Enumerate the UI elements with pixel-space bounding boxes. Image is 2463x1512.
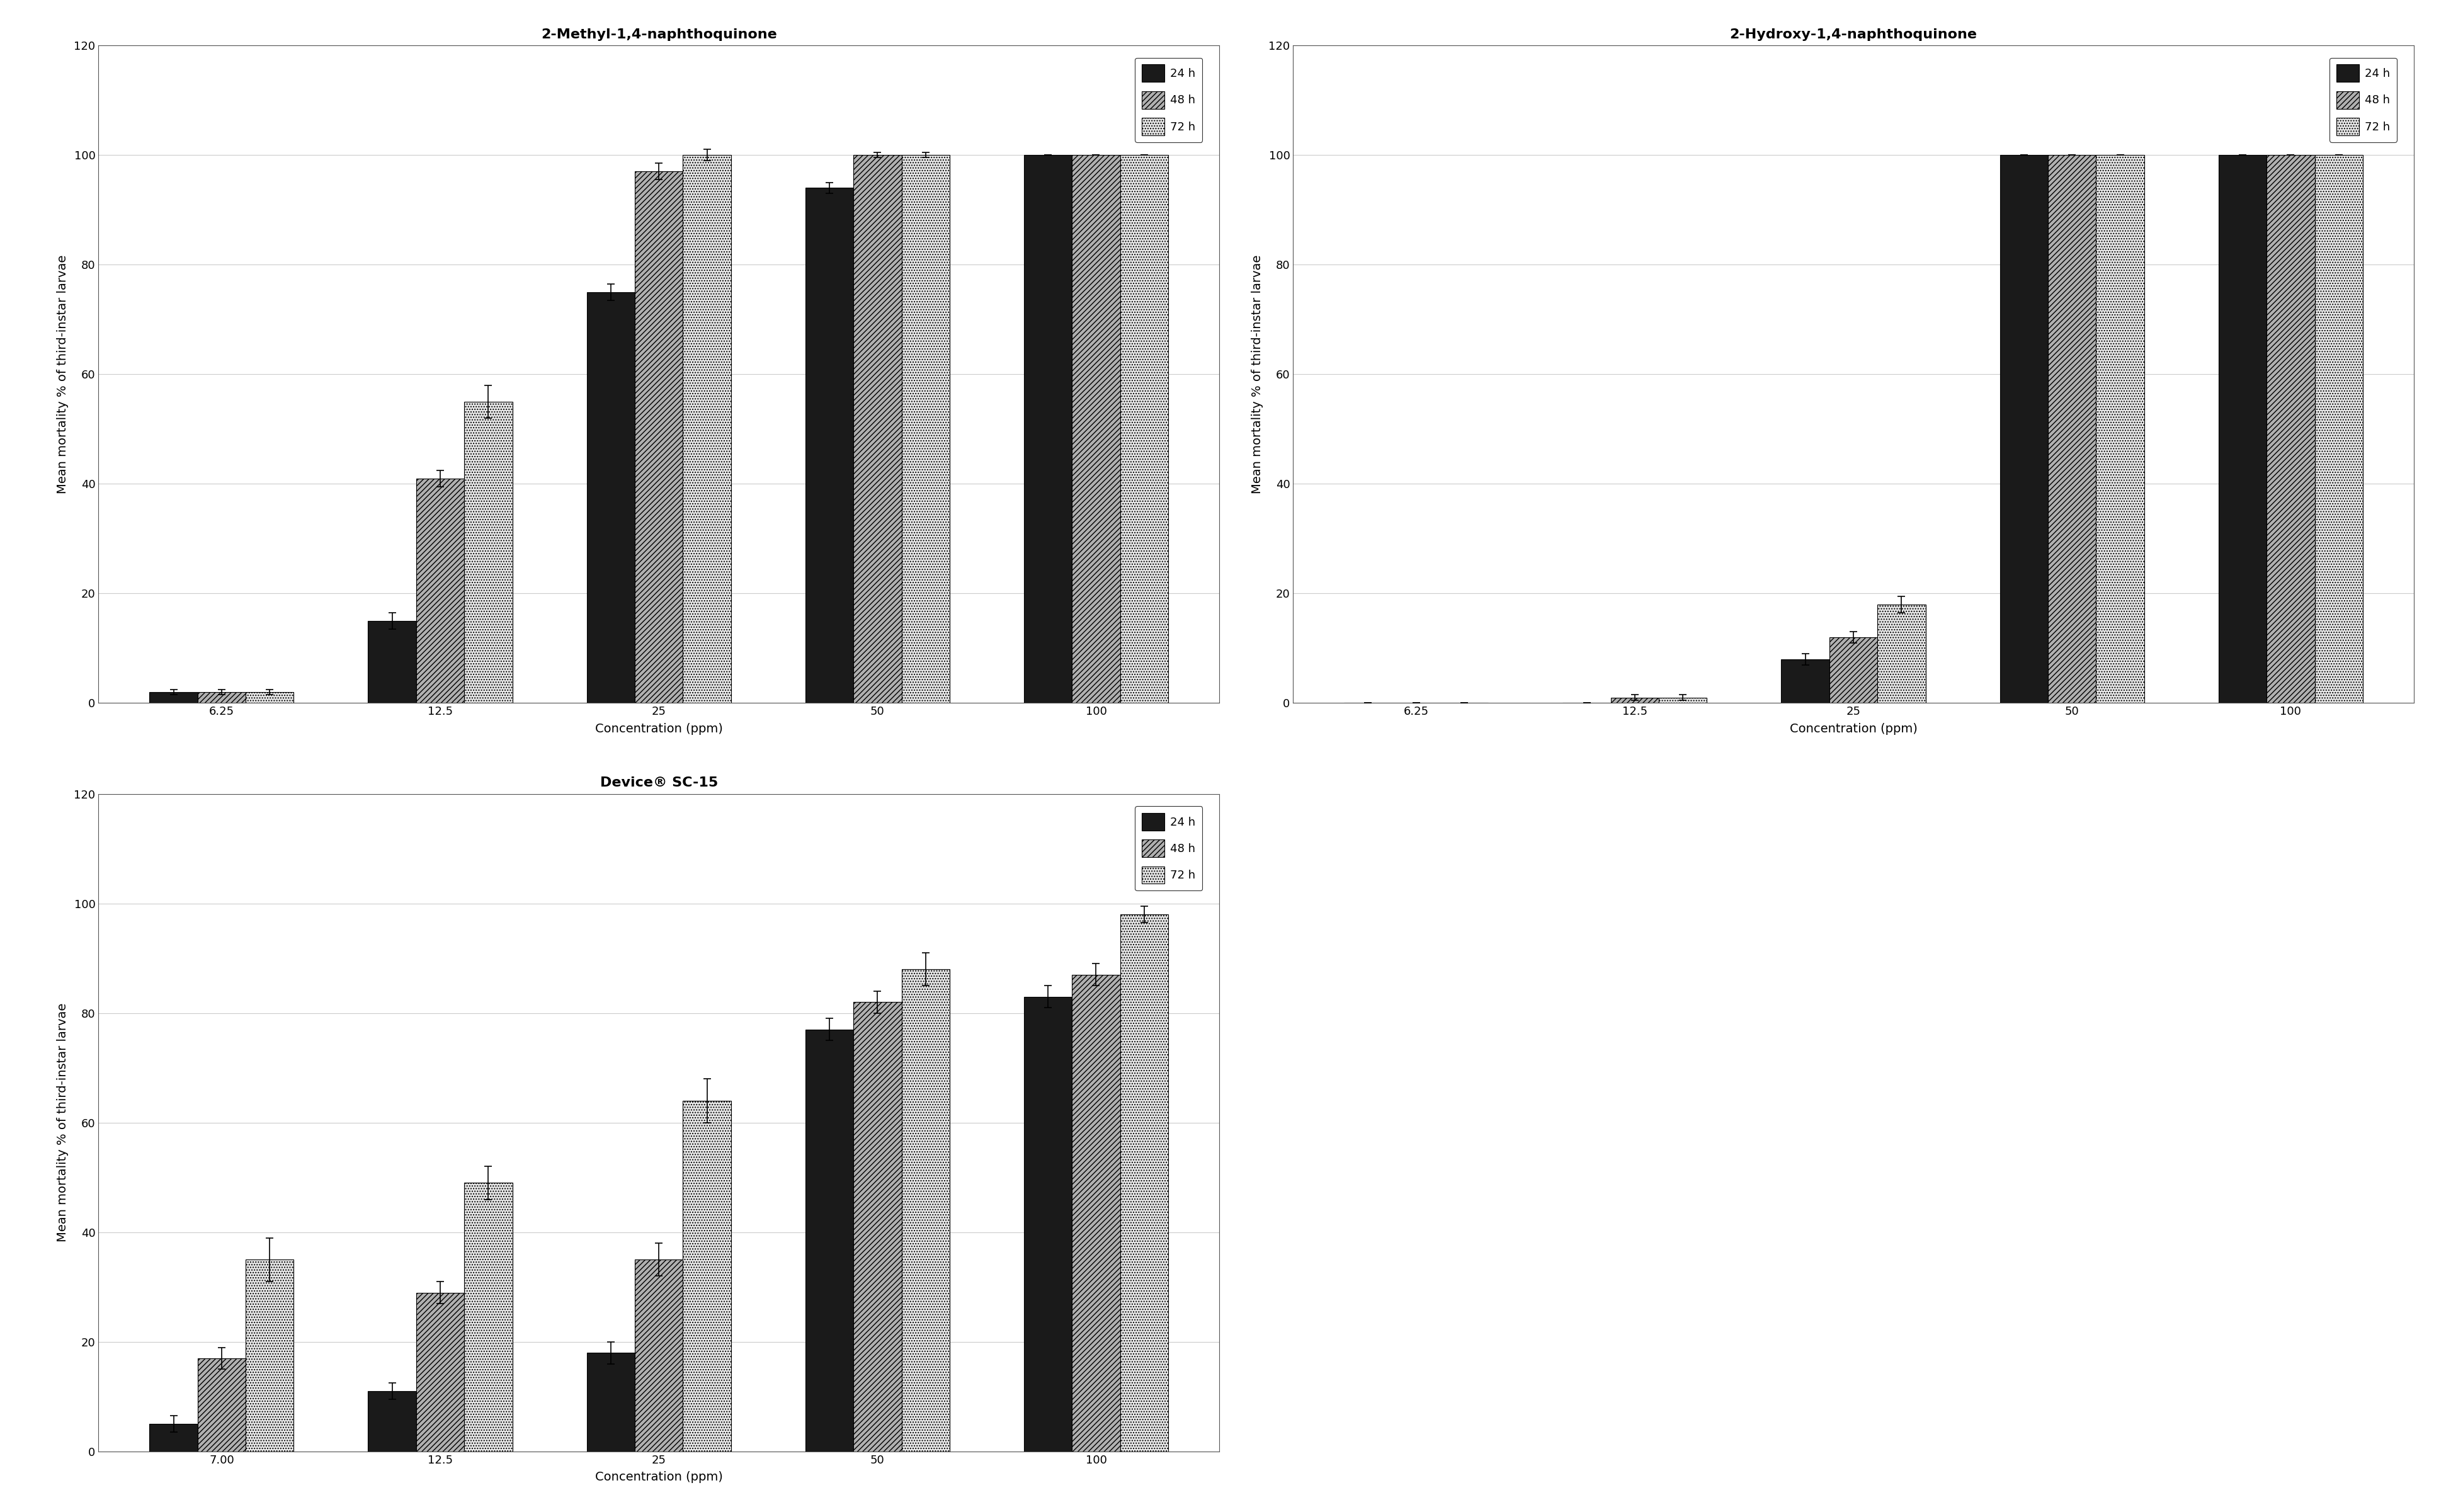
Bar: [150, 692, 197, 703]
Bar: [1071, 156, 1121, 703]
Bar: [586, 292, 635, 703]
Bar: [1660, 697, 1707, 703]
Bar: [852, 156, 901, 703]
Bar: [466, 1182, 512, 1452]
Bar: [246, 1259, 293, 1452]
Bar: [852, 1002, 901, 1452]
Legend: 24 h, 48 h, 72 h: 24 h, 48 h, 72 h: [1135, 57, 1202, 142]
Y-axis label: Mean mortality % of third-instar larvae: Mean mortality % of third-instar larvae: [1251, 254, 1264, 494]
Bar: [1781, 659, 1830, 703]
Bar: [1121, 915, 1167, 1452]
Bar: [2000, 156, 2047, 703]
X-axis label: Concentration (ppm): Concentration (ppm): [596, 723, 722, 735]
Bar: [1025, 156, 1071, 703]
Bar: [466, 402, 512, 703]
Bar: [805, 187, 852, 703]
Legend: 24 h, 48 h, 72 h: 24 h, 48 h, 72 h: [2330, 57, 2396, 142]
X-axis label: Concentration (ppm): Concentration (ppm): [1791, 723, 1916, 735]
Bar: [682, 156, 732, 703]
Title: 2-Hydroxy-1,4-naphthoquinone: 2-Hydroxy-1,4-naphthoquinone: [1729, 29, 1978, 41]
Bar: [901, 156, 951, 703]
Bar: [1121, 156, 1167, 703]
Bar: [246, 692, 293, 703]
Bar: [635, 171, 682, 703]
Bar: [635, 1259, 682, 1452]
Bar: [367, 621, 416, 703]
Bar: [197, 692, 246, 703]
Bar: [2266, 156, 2315, 703]
Bar: [586, 1353, 635, 1452]
Title: 2-Methyl-1,4-naphthoquinone: 2-Methyl-1,4-naphthoquinone: [542, 29, 776, 41]
Bar: [682, 1101, 732, 1452]
Bar: [805, 1030, 852, 1452]
Bar: [150, 1424, 197, 1452]
X-axis label: Concentration (ppm): Concentration (ppm): [596, 1471, 722, 1483]
Bar: [416, 478, 466, 703]
Legend: 24 h, 48 h, 72 h: 24 h, 48 h, 72 h: [1135, 806, 1202, 891]
Y-axis label: Mean mortality % of third-instar larvae: Mean mortality % of third-instar larvae: [57, 254, 69, 494]
Bar: [1830, 638, 1877, 703]
Bar: [367, 1391, 416, 1452]
Bar: [416, 1293, 466, 1452]
Bar: [901, 969, 951, 1452]
Bar: [2047, 156, 2096, 703]
Y-axis label: Mean mortality % of third-instar larvae: Mean mortality % of third-instar larvae: [57, 1002, 69, 1243]
Bar: [1071, 975, 1121, 1452]
Bar: [1877, 605, 1926, 703]
Bar: [1025, 996, 1071, 1452]
Bar: [2315, 156, 2362, 703]
Title: Device® SC-15: Device® SC-15: [601, 777, 717, 789]
Bar: [197, 1358, 246, 1452]
Bar: [2219, 156, 2266, 703]
Bar: [2096, 156, 2145, 703]
Bar: [1611, 697, 1660, 703]
